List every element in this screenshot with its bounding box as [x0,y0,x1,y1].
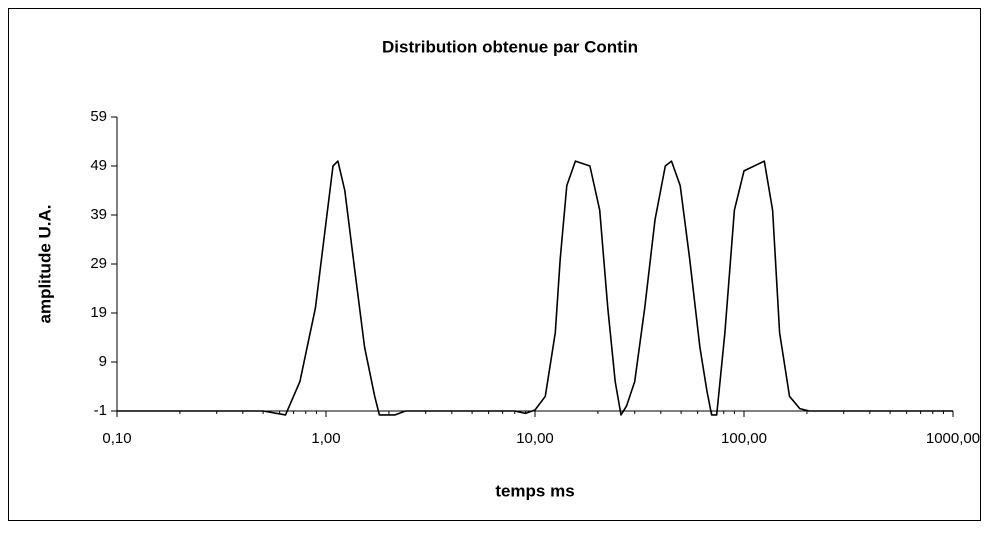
y-tick-label: 49 [90,157,107,174]
data-line [117,160,953,416]
chart-frame [8,8,981,521]
y-tick-label: 9 [99,353,107,370]
x-tick-label: 0,10 [102,430,131,447]
y-tick-label: 39 [90,206,107,223]
y-tick-label: 59 [90,108,107,125]
y-tick-label: 29 [90,255,107,272]
y-axis-label: amplitude U.A. [35,204,54,323]
x-tick-label: 10,00 [516,430,554,447]
x-axis-label: temps ms [495,481,574,500]
y-tick-label: 19 [90,304,107,321]
y-tick-label: -1 [94,402,107,419]
x-tick-label: 100,00 [721,430,767,447]
chart-title: Distribution obtenue par Contin [382,37,638,56]
x-tick-label: 1,00 [311,430,340,447]
x-tick-label: 1000,00 [926,430,980,447]
